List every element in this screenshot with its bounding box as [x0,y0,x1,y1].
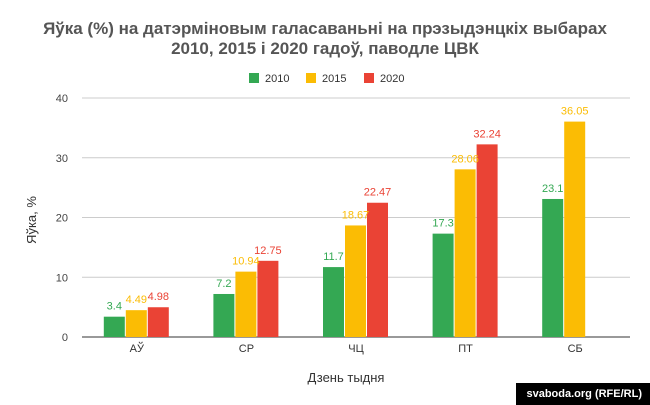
legend-swatch [364,73,374,83]
source-credit: svaboda.org (RFE/RL) [516,383,650,405]
x-tick-label: ЧЦ [348,343,363,355]
bar [103,316,125,337]
bar-value-label: 36.05 [561,106,589,118]
bar-value-label: 22.47 [364,187,392,199]
y-tick-label: 0 [62,332,68,344]
legend-label: 2015 [322,73,346,85]
x-axis-ticks: АЎ СР ЧЦ ПТ СБ [130,342,583,355]
bar [454,169,476,337]
bar [323,267,344,337]
chart-legend: 2010 2015 2020 [249,73,404,85]
x-tick-label: ПТ [458,343,473,355]
bars [103,121,586,337]
bar-value-label: 10.94 [232,256,260,268]
x-tick-label: СБ [568,343,583,355]
bar-value-label: 28.06 [451,153,479,165]
chart-title-line-1: Яўка (%) на датэрміновым галасаваньні на… [43,19,607,38]
bar [213,293,235,337]
y-axis-ticks: 0 10 20 30 40 [56,93,68,344]
bar [542,198,564,337]
bar-value-label: 32.24 [473,128,501,140]
bar-value-label: 11.7 [323,251,344,263]
x-tick-label: АЎ [130,342,145,355]
bar-value-label: 23.1 [542,183,563,195]
legend-swatch [249,73,259,83]
gridlines [82,97,630,338]
chart-title-line-2: 2010, 2015 і 2020 гадоў, паводле ЦВК [171,39,479,58]
legend-label: 2010 [265,73,289,85]
bar [125,310,147,337]
bar [147,307,169,337]
bar-value-label: 7.2 [216,278,231,290]
bar [235,271,257,337]
y-tick-label: 20 [56,213,68,225]
legend-label: 2020 [380,73,404,85]
y-tick-label: 30 [56,153,68,165]
x-axis-label: Дзень тыдня [308,370,385,385]
bar-value-label: 4.98 [148,291,169,303]
bar-value-label: 4.49 [126,294,147,306]
bar [367,202,388,337]
bar [257,260,279,337]
bar [564,121,586,337]
y-tick-label: 40 [56,93,68,105]
bar [345,225,366,337]
x-tick-label: СР [239,343,254,355]
legend-swatch [306,73,316,83]
y-tick-label: 10 [56,272,68,284]
bar-value-label: 18.67 [342,209,370,221]
bar-value-label: 12.75 [254,245,282,257]
bar-value-label: 17.3 [432,218,453,230]
bar [476,144,498,337]
bar [432,233,454,337]
y-axis-label: Яўка, % [24,196,39,244]
bar-value-label: 3.4 [107,301,122,313]
